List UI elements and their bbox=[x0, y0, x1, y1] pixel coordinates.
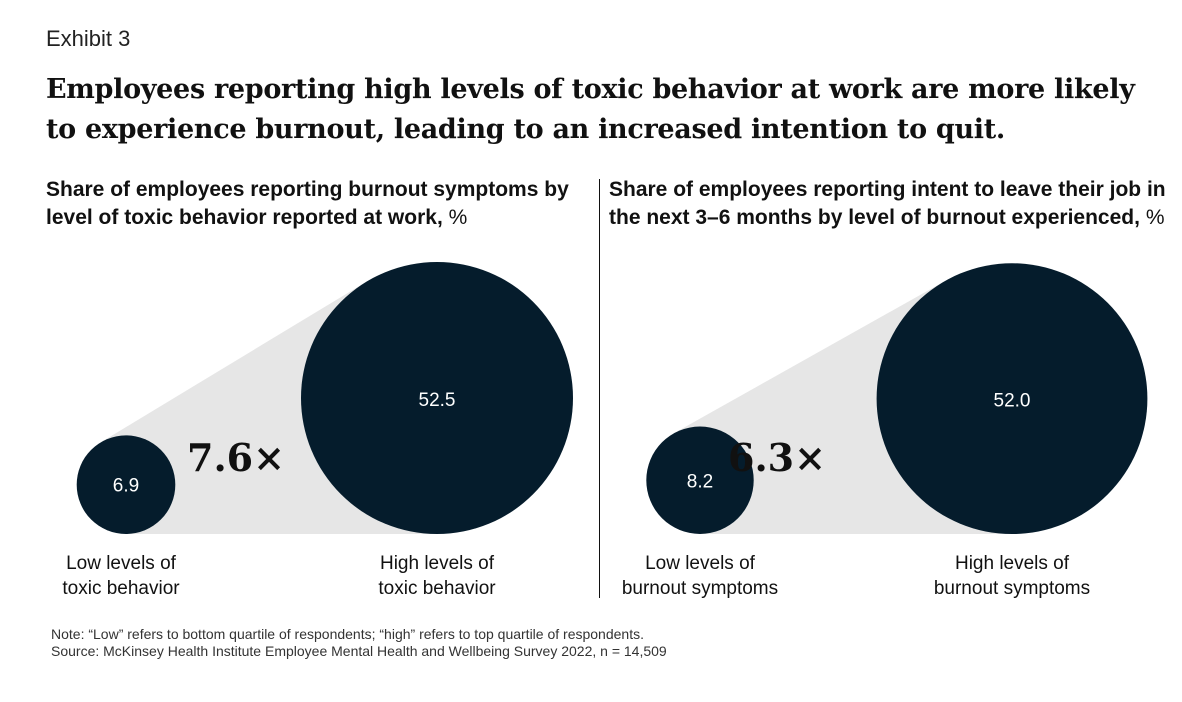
multiplier-label: 7.6× bbox=[187, 435, 285, 480]
bubble-low bbox=[76, 435, 176, 534]
category-label-high: High levels of toxic behavior bbox=[378, 553, 496, 599]
chart-title-unit: % bbox=[448, 206, 468, 229]
bubble-chart-burnout: 8.2 52.0 6.3× bbox=[646, 263, 1148, 535]
category-label-low: Low levels of toxic behavior bbox=[62, 553, 180, 599]
chart-title-unit: % bbox=[1145, 206, 1165, 229]
multiplier-label: 6.3× bbox=[728, 435, 826, 480]
chart-panel-toxic-behavior: Share of employees reporting burnout sym… bbox=[46, 176, 596, 616]
value-label-low: 6.9 bbox=[113, 476, 139, 497]
footnote: Note: “Low” refers to bottom quartile of… bbox=[51, 626, 667, 660]
footnote-source: Source: McKinsey Health Institute Employ… bbox=[51, 643, 667, 659]
bubble-low bbox=[646, 426, 754, 534]
panel-divider bbox=[599, 179, 600, 598]
value-label-high: 52.5 bbox=[419, 390, 456, 411]
chart-title-text: Share of employees reporting burnout sym… bbox=[46, 178, 569, 229]
page-title: Employees reporting high levels of toxic… bbox=[46, 74, 1135, 145]
footnote-note: Note: “Low” refers to bottom quartile of… bbox=[51, 626, 644, 642]
category-label-low: Low levels of burnout symptoms bbox=[621, 553, 779, 599]
category-label-high: High levels of burnout symptoms bbox=[933, 553, 1091, 599]
value-label-high: 52.0 bbox=[994, 391, 1031, 412]
chart-title-text: Share of employees reporting intent to l… bbox=[609, 178, 1166, 229]
bubble-high bbox=[301, 262, 573, 534]
chart-title: Share of employees reporting burnout sym… bbox=[46, 176, 596, 232]
value-label-low: 8.2 bbox=[687, 471, 713, 492]
bubble-chart-toxic-behavior: 6.9 52.5 7.6× bbox=[76, 262, 573, 534]
bubble-high bbox=[876, 263, 1148, 535]
exhibit-label: Exhibit 3 bbox=[46, 26, 131, 51]
chart-title: Share of employees reporting intent to l… bbox=[609, 176, 1169, 232]
chart-panel-burnout: Share of employees reporting intent to l… bbox=[609, 176, 1169, 616]
